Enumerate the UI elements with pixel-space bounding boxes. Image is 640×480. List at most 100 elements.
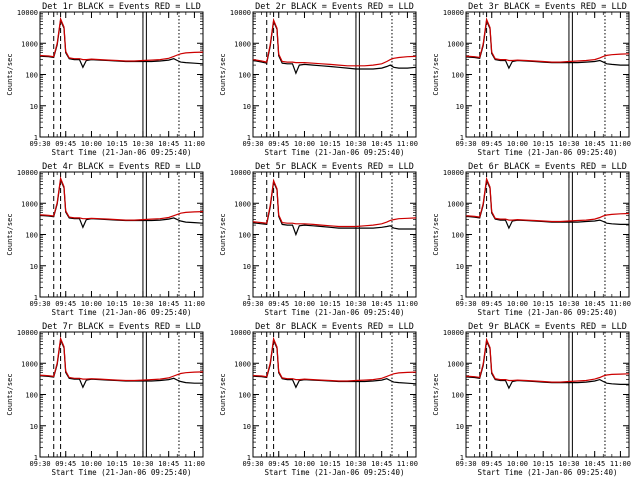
y-tick-label: 1000 <box>234 200 251 208</box>
x-tick-label: 09:30 <box>455 460 476 468</box>
y-tick-label: 10000 <box>230 329 251 337</box>
y-axis-label: Counts/sec <box>432 213 440 255</box>
x-tick-label: 09:30 <box>242 140 263 148</box>
y-tick-label: 1000 <box>234 40 251 48</box>
x-tick-label: 09:30 <box>455 300 476 308</box>
x-tick-label: 10:30 <box>345 460 366 468</box>
x-tick-label: 10:15 <box>320 140 341 148</box>
chart-panel-2: Det 2r BLACK = Events RED = LLD 1 10 100 100… <box>219 2 418 157</box>
y-tick-label: 10000 <box>443 329 464 337</box>
x-tick-label: 09:30 <box>242 460 263 468</box>
chart-title: Det 2r BLACK = Events RED = LLD <box>255 2 414 12</box>
x-tick-label: 11:00 <box>610 140 631 148</box>
x-tick-label: 09:45 <box>55 140 76 148</box>
x-tick-label: 10:45 <box>371 460 392 468</box>
y-tick-label: 100 <box>238 232 251 240</box>
x-tick-label: 10:45 <box>584 460 605 468</box>
y-axis-label: Counts/sec <box>6 213 14 255</box>
x-tick-label: 11:00 <box>397 460 418 468</box>
y-tick-label: 1 <box>460 294 464 302</box>
x-tick-label: 09:30 <box>455 140 476 148</box>
chart-title: Det 5r BLACK = Events RED = LLD <box>255 162 414 172</box>
x-tick-label: 09:30 <box>242 300 263 308</box>
x-tick-label: 09:45 <box>481 460 502 468</box>
y-tick-label: 1 <box>247 134 251 142</box>
y-tick-label: 100 <box>238 72 251 80</box>
x-tick-label: 10:30 <box>132 460 153 468</box>
y-axis-label: Counts/sec <box>219 213 227 255</box>
x-tick-label: 10:15 <box>533 460 554 468</box>
x-tick-label: 10:30 <box>345 140 366 148</box>
x-tick-label: 10:45 <box>158 300 179 308</box>
y-axis-label: Counts/sec <box>432 53 440 95</box>
series-line-lld <box>466 337 629 383</box>
chart-title: Det 1r BLACK = Events RED = LLD <box>42 2 201 12</box>
chart-title: Det 9r BLACK = Events RED = LLD <box>468 322 627 332</box>
y-tick-label: 10 <box>243 263 251 271</box>
x-tick-label: 10:30 <box>558 300 579 308</box>
x-tick-label: 11:00 <box>610 300 631 308</box>
y-tick-label: 10 <box>456 103 464 111</box>
y-tick-label: 1 <box>34 134 38 142</box>
x-tick-label: 11:00 <box>184 140 205 148</box>
series-line-lld <box>253 336 416 382</box>
y-tick-label: 1000 <box>234 360 251 368</box>
y-axis-label: Counts/sec <box>432 373 440 415</box>
y-tick-label: 1000 <box>447 360 464 368</box>
series-line-lld <box>40 176 203 221</box>
x-axis-label: Start Time (21-Jan-06 09:25:40) <box>52 468 192 477</box>
x-axis-label: Start Time (21-Jan-06 09:25:40) <box>478 468 618 477</box>
x-axis-label: Start Time (21-Jan-06 09:25:40) <box>478 308 618 317</box>
y-tick-label: 100 <box>451 392 464 400</box>
x-tick-label: 09:30 <box>29 140 50 148</box>
x-tick-label: 09:45 <box>268 300 289 308</box>
x-tick-label: 10:00 <box>81 300 102 308</box>
chart-panel-9: Det 9r BLACK = Events RED = LLD 1 10 100 100… <box>432 322 631 477</box>
y-tick-label: 10 <box>30 103 38 111</box>
x-tick-label: 10:45 <box>584 140 605 148</box>
y-tick-label: 1 <box>460 134 464 142</box>
y-tick-label: 10000 <box>17 9 38 17</box>
chart-panel-7: Det 7r BLACK = Events RED = LLD 1 10 100 100… <box>6 322 205 477</box>
y-axis-label: Counts/sec <box>219 373 227 415</box>
x-tick-label: 09:45 <box>481 300 502 308</box>
x-tick-label: 10:45 <box>371 300 392 308</box>
x-tick-label: 11:00 <box>610 460 631 468</box>
chart-panel-1: Det 1r BLACK = Events RED = LLD 1 10 100 100… <box>6 2 205 157</box>
series-line-lld <box>40 336 203 382</box>
x-tick-label: 10:30 <box>558 140 579 148</box>
y-axis-label: Counts/sec <box>6 53 14 95</box>
x-tick-label: 10:00 <box>507 300 528 308</box>
x-tick-label: 10:15 <box>533 300 554 308</box>
chart-title: Det 3r BLACK = Events RED = LLD <box>468 2 627 12</box>
x-axis-label: Start Time (21-Jan-06 09:25:40) <box>265 148 405 157</box>
y-tick-label: 10000 <box>230 169 251 177</box>
x-tick-label: 10:15 <box>107 300 128 308</box>
x-axis-label: Start Time (21-Jan-06 09:25:40) <box>265 308 405 317</box>
y-tick-label: 1000 <box>447 200 464 208</box>
y-tick-label: 10000 <box>17 169 38 177</box>
y-axis-label: Counts/sec <box>6 373 14 415</box>
y-tick-label: 100 <box>25 72 38 80</box>
x-tick-label: 10:00 <box>507 140 528 148</box>
series-line-lld <box>253 17 416 67</box>
series-line-lld <box>40 16 203 62</box>
y-tick-label: 100 <box>238 392 251 400</box>
x-tick-label: 10:00 <box>294 460 315 468</box>
x-tick-label: 10:00 <box>507 460 528 468</box>
y-tick-label: 100 <box>25 232 38 240</box>
y-tick-label: 1000 <box>21 360 38 368</box>
x-tick-label: 09:30 <box>29 460 50 468</box>
x-tick-label: 11:00 <box>184 300 205 308</box>
y-tick-label: 10 <box>243 103 251 111</box>
x-tick-label: 10:15 <box>107 140 128 148</box>
chart-title: Det 4r BLACK = Events RED = LLD <box>42 162 201 172</box>
x-tick-label: 10:15 <box>320 300 341 308</box>
x-tick-label: 10:30 <box>558 460 579 468</box>
chart-panel-3: Det 3r BLACK = Events RED = LLD 1 10 100 100… <box>432 2 631 157</box>
chart-title: Det 6r BLACK = Events RED = LLD <box>468 162 627 172</box>
x-tick-label: 10:30 <box>132 140 153 148</box>
x-tick-label: 09:30 <box>29 300 50 308</box>
y-tick-label: 100 <box>25 392 38 400</box>
